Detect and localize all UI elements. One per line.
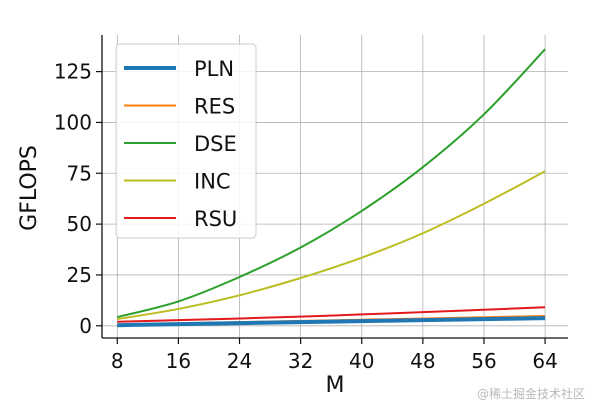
axes [101, 35, 568, 339]
y-tick-label: 0 [79, 314, 92, 338]
series-line-dse [117, 48, 546, 319]
x-tick-label: 8 [111, 349, 124, 373]
legend: PLN RES DSE INC RSU [115, 43, 257, 239]
y-tick-label: 100 [54, 110, 92, 134]
watermark-text: @稀土掘金技术社区 [477, 386, 585, 401]
y-tick-label: 25 [67, 263, 92, 287]
x-tick-label: 32 [288, 349, 313, 373]
legend-label-inc: INC [194, 170, 231, 194]
y-tick-label: 50 [67, 212, 92, 236]
y-tick-label: 75 [67, 161, 92, 185]
legend-label-rsu: RSU [194, 207, 237, 231]
series-line-rsu [117, 306, 546, 323]
x-tick-label: 40 [349, 349, 374, 373]
x-tick-label: 56 [471, 349, 496, 373]
series-line-pln [117, 316, 546, 328]
x-tick-label: 16 [166, 349, 191, 373]
legend-label-res: RES [194, 95, 235, 119]
legend-label-dse: DSE [194, 132, 237, 156]
x-tick-label: 24 [227, 349, 252, 373]
x-axis-title: M [326, 373, 345, 398]
series-line-inc [117, 170, 546, 321]
legend-box [115, 43, 257, 239]
y-ticks: 0 25 50 75 100 125 [54, 60, 102, 338]
y-axis-title: GFLOPS [17, 145, 42, 231]
legend-label-pln: PLN [194, 57, 234, 81]
x-tick-label: 64 [532, 349, 557, 373]
y-tick-label: 125 [54, 60, 92, 84]
series-lines [117, 48, 546, 328]
x-tick-label: 48 [410, 349, 435, 373]
x-ticks: 8 16 24 32 40 48 56 64 [111, 338, 558, 373]
